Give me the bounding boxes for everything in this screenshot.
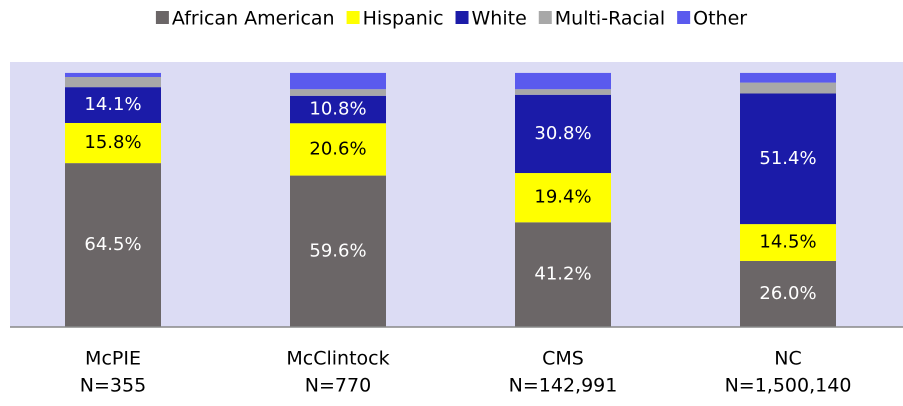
- x-tick-sublabel: N=1,500,140: [725, 375, 852, 397]
- legend-label: Multi-Racial: [555, 8, 665, 30]
- bar-segment: [290, 175, 386, 327]
- bar-segment: [65, 72, 161, 77]
- x-tick-label: McClintock: [286, 348, 389, 370]
- legend-label: Hispanic: [363, 8, 444, 30]
- bar-segment: [515, 72, 611, 90]
- bar-segment: [65, 87, 161, 123]
- x-tick-sublabel: N=770: [305, 375, 371, 397]
- bar-segment: [515, 94, 611, 174]
- bar-segment: [740, 260, 836, 327]
- value-label: 15.8%: [84, 132, 141, 153]
- bar-segment: [290, 95, 386, 124]
- bar-segment: [740, 82, 836, 94]
- bar-segment: [740, 93, 836, 225]
- bar-segment: [65, 163, 161, 327]
- value-label: 59.6%: [309, 240, 366, 261]
- value-label: 41.2%: [534, 264, 591, 285]
- legend-swatch: [677, 11, 691, 24]
- bar-segment: [65, 122, 161, 164]
- legend-swatch: [538, 11, 552, 24]
- bar-segment: [515, 173, 611, 223]
- x-tick-label: CMS: [542, 348, 584, 370]
- legend-swatch: [455, 11, 469, 24]
- legend-swatch: [155, 11, 169, 24]
- value-label: 30.8%: [534, 123, 591, 144]
- bar-segment: [515, 89, 611, 95]
- bar-segment: [515, 222, 611, 327]
- x-tick-label: McPIE: [85, 348, 141, 370]
- bar-segment: [290, 89, 386, 96]
- bar-segment: [290, 72, 386, 90]
- x-tick-sublabel: N=142,991: [509, 375, 618, 397]
- bar-segment: [290, 123, 386, 176]
- legend-label: Other: [693, 8, 747, 30]
- value-label: 14.1%: [84, 94, 141, 115]
- value-label: 64.5%: [84, 234, 141, 255]
- legend-label: White: [472, 8, 527, 30]
- bar-segment: [65, 76, 161, 88]
- bar-segment: [740, 72, 836, 83]
- value-label: 14.5%: [759, 232, 816, 253]
- legend-swatch: [346, 11, 360, 24]
- value-label: 19.4%: [534, 187, 591, 208]
- value-label: 26.0%: [759, 283, 816, 304]
- legend-label: African American: [172, 8, 335, 30]
- value-label: 20.6%: [309, 138, 366, 159]
- x-tick-sublabel: N=355: [80, 375, 146, 397]
- value-label: 10.8%: [309, 99, 366, 120]
- x-tick-label: NC: [774, 348, 801, 370]
- bar-segment: [740, 224, 836, 261]
- value-label: 51.4%: [759, 148, 816, 169]
